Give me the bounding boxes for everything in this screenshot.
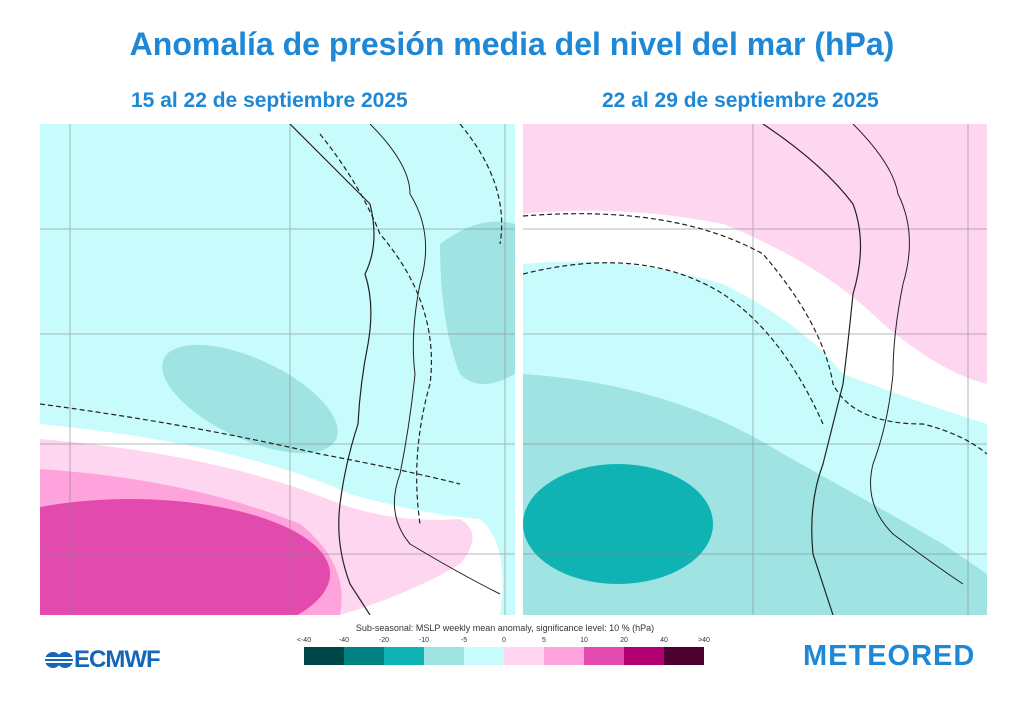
colorbar-swatch (384, 647, 424, 665)
colorbar-tick: -40 (338, 637, 350, 644)
colorbar-swatch (504, 647, 544, 665)
colorbar-tick: 10 (580, 637, 588, 644)
colorbar-tick: <-40 (296, 637, 312, 644)
colorbar-tick: 5 (542, 637, 546, 644)
meteored-logo: METEORED (803, 640, 976, 672)
colorbar-tick: 20 (620, 637, 628, 644)
colorbar-tick: 40 (660, 637, 668, 644)
colorbar-swatch (624, 647, 664, 665)
colorbar-swatch (424, 647, 464, 665)
ecmwf-emblem-icon (44, 652, 74, 668)
colorbar-tick: -10 (418, 637, 430, 644)
ecmwf-logo: ECMWF (44, 646, 161, 674)
map-week1 (40, 124, 515, 615)
colorbar-swatch (664, 647, 704, 665)
panel-title-week1: 15 al 22 de septiembre 2025 (131, 89, 408, 112)
colorbar-swatch (584, 647, 624, 665)
colorbar-swatch (544, 647, 584, 665)
colorbar-swatch (344, 647, 384, 665)
panel-title-week2: 22 al 29 de septiembre 2025 (602, 89, 879, 112)
colorbar-tick: >40 (698, 637, 710, 644)
colorbar-ticks: <-40 -40 -20 -10 -5 0 5 10 20 40 >40 (297, 637, 710, 647)
colorbar-title: Sub-seasonal: MSLP weekly mean anomaly, … (355, 623, 655, 633)
colorbar-swatch (464, 647, 504, 665)
map-week2 (523, 124, 987, 615)
colorbar-swatch (304, 647, 344, 665)
page-title: Anomalía de presión media del nivel del … (129, 26, 895, 62)
colorbar-tick: -5 (460, 637, 468, 644)
colorbar-tick: 0 (502, 637, 506, 644)
colorbar (304, 647, 704, 665)
ecmwf-logo-text: ECMWF (74, 646, 161, 673)
colorbar-tick: -20 (378, 637, 390, 644)
